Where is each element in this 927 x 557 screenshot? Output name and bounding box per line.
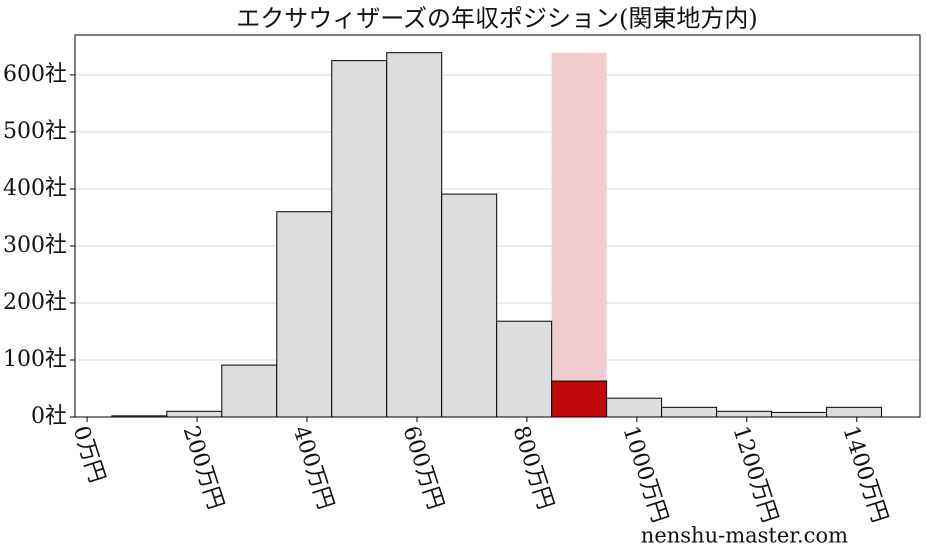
y-tick-label: 100社 [3, 347, 67, 372]
chart-title: エクサウィザーズの年収ポジション(関東地方内) [236, 5, 758, 33]
bar [771, 411, 828, 418]
bar [496, 320, 553, 418]
y-tick-label: 500社 [3, 119, 67, 144]
highlight-band [551, 52, 607, 418]
bar [331, 60, 388, 418]
y-tick-label: 400社 [3, 176, 67, 201]
y-tick-label: 200社 [3, 290, 67, 315]
bar [661, 406, 718, 418]
bar [386, 52, 443, 418]
plot-frame [74, 34, 921, 418]
bar [551, 380, 608, 418]
bar [221, 364, 278, 418]
bar [166, 410, 223, 418]
y-tick-label: 600社 [3, 62, 67, 87]
bar [276, 211, 333, 418]
y-tick-label: 300社 [3, 233, 67, 258]
bar [826, 406, 883, 418]
bar [716, 410, 773, 418]
bar [606, 397, 663, 418]
y-tick-label: 0社 [31, 404, 67, 429]
bar [441, 193, 498, 418]
watermark: nenshu-master.com [641, 524, 848, 548]
